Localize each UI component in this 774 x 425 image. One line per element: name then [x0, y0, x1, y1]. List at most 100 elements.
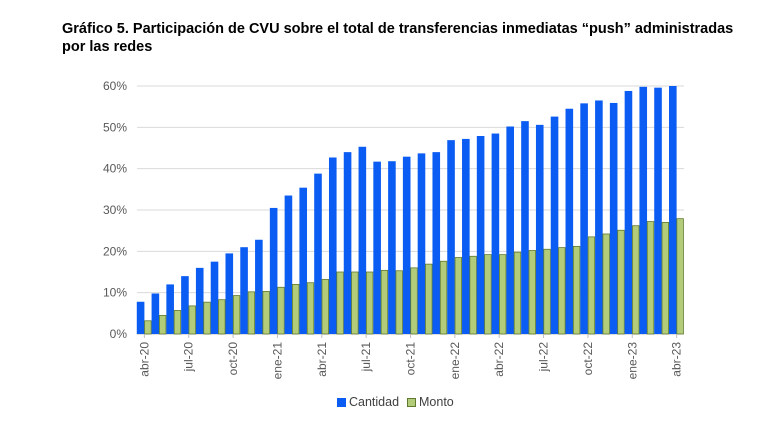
- bar-monto: [247, 291, 256, 335]
- bar-cantidad: [550, 116, 559, 334]
- bar-chart: 0% 10% 20% 30% 40% 50% 60% abr-20 jul-20 oct-20 e…: [103, 79, 684, 380]
- legend-item-monto[interactable]: Monto: [407, 395, 454, 409]
- x-tick-label: abr-20: [137, 342, 151, 377]
- bar-monto: [306, 282, 315, 335]
- bar-cantidad: [476, 136, 485, 334]
- bar-monto: [632, 225, 640, 335]
- bar-monto: [218, 299, 226, 335]
- legend-label-monto: Monto: [419, 395, 454, 409]
- y-tick-label: 30%: [103, 203, 127, 217]
- bar-monto: [395, 270, 403, 335]
- bar-cantidad: [269, 207, 278, 334]
- bar-cantidad: [314, 173, 322, 334]
- bar-monto: [410, 267, 418, 335]
- bar-cantidad: [343, 152, 352, 334]
- bar-cantidad: [166, 284, 174, 334]
- bar-monto: [602, 233, 610, 335]
- bar-cantidad: [609, 102, 618, 335]
- x-tick-label: oct-22: [581, 342, 595, 376]
- bar-monto: [380, 269, 389, 335]
- bar-monto: [365, 271, 374, 335]
- bar-monto: [336, 271, 344, 335]
- y-axis-tick-labels: 0% 10% 20% 30% 40% 50% 60%: [103, 79, 127, 341]
- x-tick-label: oct-20: [226, 342, 240, 376]
- bar-monto: [158, 314, 167, 335]
- bar-monto: [277, 286, 285, 335]
- bar-cantidad: [521, 121, 529, 334]
- x-tick-label: jul-21: [359, 342, 373, 373]
- bar-cantidad: [328, 157, 337, 334]
- bar-cantidad: [491, 133, 500, 334]
- y-tick-label: 60%: [103, 79, 127, 93]
- y-tick-label: 0%: [110, 327, 128, 341]
- bar-cantidad: [417, 153, 426, 334]
- x-tick-label: jul-22: [537, 342, 551, 373]
- bar-monto: [351, 271, 359, 335]
- bar-cantidad: [284, 195, 293, 334]
- bars: [136, 86, 684, 335]
- bar-monto: [292, 283, 300, 335]
- bar-monto: [321, 279, 329, 335]
- bar-monto: [439, 260, 448, 335]
- y-tick-label: 50%: [103, 120, 127, 134]
- x-tick-label: abr-22: [492, 342, 506, 377]
- x-tick-label: oct-21: [404, 342, 418, 376]
- bar-monto: [646, 221, 655, 335]
- bar-cantidad: [565, 108, 574, 334]
- legend-label-cantidad: Cantidad: [349, 395, 400, 409]
- bar-cantidad: [580, 103, 588, 334]
- x-tick-label: abr-21: [315, 342, 329, 377]
- x-tick-label: abr-23: [670, 342, 684, 377]
- y-tick-label: 40%: [103, 162, 127, 176]
- legend-swatch-monto: [407, 397, 416, 407]
- bar-monto: [144, 320, 152, 335]
- x-tick-label: ene-23: [625, 342, 639, 380]
- bar-monto: [425, 263, 433, 335]
- bar-cantidad: [506, 126, 514, 334]
- bar-cantidad: [299, 187, 308, 334]
- bar-cantidad: [240, 247, 248, 334]
- bar-monto: [232, 295, 241, 335]
- bar-cantidad: [432, 152, 441, 334]
- bar-monto: [173, 310, 182, 335]
- bar-monto: [676, 218, 684, 335]
- y-tick-label: 10%: [103, 286, 127, 300]
- bar-cantidad: [255, 239, 263, 334]
- bar-cantidad: [195, 267, 204, 334]
- chart-legend: Cantidad Monto: [0, 395, 774, 411]
- bar-cantidad: [462, 138, 470, 334]
- bar-cantidad: [373, 161, 381, 334]
- bar-cantidad: [388, 161, 396, 334]
- bar-monto: [469, 255, 477, 335]
- x-tick-label: jul-20: [182, 342, 196, 373]
- bar-cantidad: [447, 140, 455, 334]
- bar-monto: [543, 248, 551, 335]
- bar-monto: [617, 229, 625, 335]
- bar-cantidad: [225, 253, 234, 334]
- bar-monto: [203, 301, 211, 335]
- bar-cantidad: [669, 86, 677, 334]
- bar-monto: [528, 250, 536, 335]
- bar-cantidad: [210, 261, 219, 334]
- bar-monto: [572, 245, 581, 335]
- bar-monto: [499, 254, 507, 335]
- x-tick-label: ene-22: [448, 342, 462, 380]
- bar-cantidad: [151, 293, 160, 334]
- bar-cantidad: [595, 100, 603, 334]
- bar-monto: [661, 221, 670, 335]
- x-tick-label: ene-21: [270, 342, 284, 380]
- x-axis: abr-20 jul-20 oct-20 ene-21 abr-21 jul-21 oct-…: [137, 334, 684, 380]
- bar-cantidad: [136, 301, 145, 334]
- bar-monto: [587, 236, 596, 335]
- bar-cantidad: [358, 146, 367, 334]
- bar-monto: [558, 247, 566, 335]
- bar-cantidad: [402, 156, 411, 334]
- bar-cantidad: [181, 276, 189, 334]
- bar-cantidad: [624, 90, 633, 335]
- bar-cantidad: [535, 124, 544, 334]
- y-tick-label: 20%: [103, 244, 127, 258]
- legend-item-cantidad[interactable]: Cantidad: [337, 395, 399, 409]
- chart-title: Gráfico 5. Participación de CVU sobre el…: [62, 21, 734, 55]
- bar-cantidad: [639, 86, 648, 335]
- bar-monto: [513, 251, 522, 335]
